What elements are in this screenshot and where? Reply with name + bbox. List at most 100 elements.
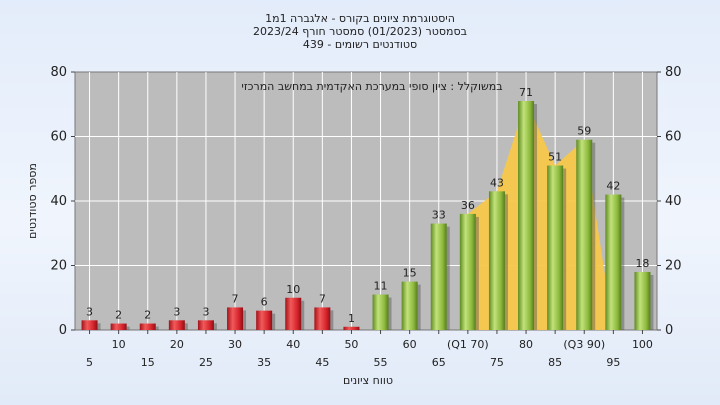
bar [634, 271, 651, 330]
x-tick-label: 5 [86, 356, 93, 369]
bar-shadow [621, 197, 625, 330]
bar-shadow [184, 323, 188, 330]
y-tick-label: 80 [50, 65, 67, 80]
bar-shadow [504, 194, 508, 330]
bars-group [81, 101, 654, 331]
bar-value-label: 7 [232, 292, 239, 305]
y-tick-label: 60 [50, 130, 67, 145]
x-tick-label: 10 [112, 338, 126, 351]
x-tick-label: (Q1 70) [447, 338, 489, 351]
x-tick-label: 45 [315, 356, 329, 369]
bar-shadow [272, 313, 276, 330]
y-tick-label-right: 0 [665, 323, 673, 338]
y-axis-label: מספר סטודנטים [26, 163, 39, 239]
y-tick-label: 20 [50, 259, 67, 274]
y-axis-left: 0 20 40 60 80 [50, 65, 75, 338]
bar-shadow [243, 310, 247, 330]
bar-value-label: 7 [319, 292, 326, 305]
x-tick-label: (Q3 90) [563, 338, 605, 351]
bar-value-label: 10 [286, 283, 300, 296]
bar-shadow [650, 274, 654, 330]
title-line-1: היסטוגרמת ציונים בקורס - אלגברה 1מ1 [265, 12, 455, 25]
y-axis-right: 0 20 40 60 80 [657, 65, 682, 338]
x-tick-label: 85 [548, 356, 562, 369]
y-tick-label-right: 60 [665, 130, 682, 145]
bar-shadow [301, 300, 305, 330]
bar [372, 294, 389, 330]
bar [605, 194, 622, 330]
bar [197, 320, 214, 330]
bar [547, 165, 564, 330]
bar [314, 307, 331, 330]
bar [139, 323, 156, 330]
bar [227, 307, 244, 330]
bar-shadow [563, 168, 567, 330]
title-line-2: בסמסטר (01/2023) סמסטר חורף 2023/24 [253, 25, 467, 38]
chart-title: היסטוגרמת ציונים בקורס - אלגברה 1מ1 בסמס… [253, 12, 467, 51]
bar-value-label: 3 [173, 305, 180, 318]
bar [401, 281, 418, 330]
bar-value-label: 11 [374, 280, 388, 293]
y-tick-label: 0 [59, 323, 67, 338]
bar-value-label: 6 [261, 296, 268, 309]
bar-value-label: 36 [461, 199, 475, 212]
y-tick-label-right: 20 [665, 259, 682, 274]
y-tick-label-right: 40 [665, 194, 682, 209]
bar-value-label: 1 [348, 312, 355, 325]
bar [110, 323, 127, 330]
bar-value-label: 2 [115, 309, 122, 322]
bar [256, 310, 273, 330]
bar-shadow [475, 216, 479, 330]
x-tick-label: 50 [344, 338, 358, 351]
bar-value-label: 15 [403, 267, 417, 280]
x-tick-label: 60 [403, 338, 417, 351]
bar-value-label: 18 [635, 257, 649, 270]
bar [488, 191, 505, 330]
bar-value-label: 2 [144, 309, 151, 322]
bar [343, 326, 360, 330]
x-axis: 5 10 15 20 25 30 35 40 45 50 55 60 65(Q1 70)75 80 85(Q… [86, 330, 653, 369]
bar-shadow [213, 323, 217, 330]
bar-shadow [155, 326, 159, 330]
bar-shadow [388, 297, 392, 330]
bar [576, 139, 593, 330]
bar-value-label: 3 [202, 305, 209, 318]
x-tick-label: 35 [257, 356, 271, 369]
x-tick-label: 25 [199, 356, 213, 369]
bar [430, 223, 447, 330]
bar-value-label: 59 [577, 125, 591, 138]
x-tick-label: 20 [170, 338, 184, 351]
bar-value-label: 33 [432, 209, 446, 222]
x-tick-label: 15 [141, 356, 155, 369]
x-tick-label: 40 [286, 338, 300, 351]
bar-value-label: 43 [490, 176, 504, 189]
title-line-3: סטודנטים רשומים - 439 [303, 38, 417, 51]
y-tick-label: 40 [50, 194, 67, 209]
bar-shadow [330, 310, 334, 330]
bar [459, 213, 476, 330]
x-tick-label: 100 [632, 338, 653, 351]
x-tick-label: 55 [374, 356, 388, 369]
x-tick-label: 75 [490, 356, 504, 369]
y-tick-label-right: 80 [665, 65, 682, 80]
bar-shadow [126, 326, 130, 330]
x-tick-label: 80 [519, 338, 533, 351]
bar-shadow [417, 284, 421, 330]
bar-value-label: 51 [548, 151, 562, 164]
bar [285, 297, 302, 330]
x-tick-label: 65 [432, 356, 446, 369]
bar-shadow [97, 323, 101, 330]
x-tick-label: 30 [228, 338, 242, 351]
bar [168, 320, 185, 330]
bar-value-label: 3 [86, 305, 93, 318]
x-axis-label: טווח ציונים [343, 374, 393, 387]
bar-value-label: 42 [606, 180, 620, 193]
chart-annotation: במשוקלל : ציון סופי במערכת האקדמית במחשב… [241, 80, 502, 93]
bar-shadow [592, 142, 596, 330]
bar [81, 320, 98, 330]
bar [518, 101, 535, 331]
bar-shadow [534, 104, 538, 331]
x-tick-label: 95 [606, 356, 620, 369]
